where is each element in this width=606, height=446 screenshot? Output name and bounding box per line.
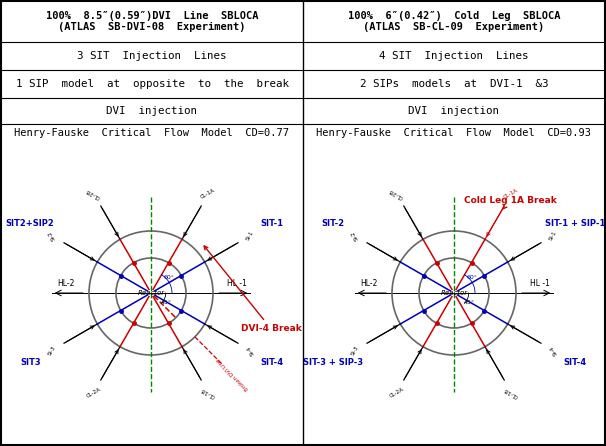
Text: CL-1B: CL-1B <box>200 386 216 398</box>
Text: SIT-2: SIT-2 <box>322 219 345 228</box>
Text: CL-2A: CL-2A <box>85 386 102 398</box>
Text: Cold Leg 1A Break: Cold Leg 1A Break <box>464 196 557 209</box>
Text: CL-2B: CL-2B <box>85 188 102 200</box>
Text: 45°: 45° <box>161 300 172 305</box>
Text: HL -1: HL -1 <box>227 279 247 288</box>
Text: Si-3: Si-3 <box>47 345 56 356</box>
Text: 60°: 60° <box>164 275 175 281</box>
Text: SIT-4: SIT-4 <box>260 358 284 367</box>
Text: CL-1A: CL-1A <box>200 187 216 200</box>
Text: HL-2: HL-2 <box>360 279 377 288</box>
Text: Si-3: Si-3 <box>350 345 359 356</box>
Text: Si-4: Si-4 <box>245 345 255 356</box>
Text: DVI  injection: DVI injection <box>408 106 499 116</box>
Text: 1 SIP  model  at  opposite  to  the  break: 1 SIP model at opposite to the break <box>16 79 288 89</box>
Text: Broken DVI Line: Broken DVI Line <box>215 357 249 391</box>
Text: 45°: 45° <box>464 300 475 305</box>
Text: 2 SIPs  models  at  DVI-1  &3: 2 SIPs models at DVI-1 &3 <box>360 79 548 89</box>
Text: Henry-Fauske  Critical  Flow  Model  CD=0.93: Henry-Fauske Critical Flow Model CD=0.93 <box>316 128 591 139</box>
Text: Si-4: Si-4 <box>548 345 558 356</box>
Text: Reactor: Reactor <box>441 290 468 296</box>
Text: SIT3: SIT3 <box>20 358 41 367</box>
Text: SIT-1: SIT-1 <box>260 219 284 228</box>
Text: DVI-4 Break: DVI-4 Break <box>204 246 302 334</box>
Text: 4 SIT  Injection  Lines: 4 SIT Injection Lines <box>379 51 529 61</box>
Text: SIT-4: SIT-4 <box>563 358 587 367</box>
Text: 100%  8.5″(0.59″)DVI  Line  SBLOCA
(ATLAS  SB-DVI-08  Experiment): 100% 8.5″(0.59″)DVI Line SBLOCA (ATLAS S… <box>45 11 258 32</box>
Text: CL-1B: CL-1B <box>503 386 519 398</box>
Text: SIT2+SIP2: SIT2+SIP2 <box>6 219 55 228</box>
Text: 60°: 60° <box>467 275 478 281</box>
Text: HL-2: HL-2 <box>57 279 74 288</box>
Text: DVI  injection: DVI injection <box>107 106 198 116</box>
Text: Si-2: Si-2 <box>350 230 359 241</box>
Text: HL -1: HL -1 <box>530 279 550 288</box>
Text: 100%  6″(0.42″)  Cold  Leg  SBLOCA
(ATLAS  SB-CL-09  Experiment): 100% 6″(0.42″) Cold Leg SBLOCA (ATLAS SB… <box>348 11 561 32</box>
Text: SIT-3 + SIP-3: SIT-3 + SIP-3 <box>303 358 363 367</box>
Text: Si-1: Si-1 <box>548 230 558 241</box>
Text: Si-1: Si-1 <box>245 230 255 241</box>
Text: Henry-Fauske  Critical  Flow  Model  CD=0.77: Henry-Fauske Critical Flow Model CD=0.77 <box>15 128 290 139</box>
Text: CL-2B: CL-2B <box>388 188 405 200</box>
Text: Si-2: Si-2 <box>47 230 56 241</box>
Text: CL-1A: CL-1A <box>503 187 519 200</box>
Text: CL-2A: CL-2A <box>388 386 405 398</box>
Text: Reactor: Reactor <box>138 290 165 296</box>
Text: SIT-1 + SIP-1: SIT-1 + SIP-1 <box>545 219 605 228</box>
Text: 3 SIT  Injection  Lines: 3 SIT Injection Lines <box>77 51 227 61</box>
